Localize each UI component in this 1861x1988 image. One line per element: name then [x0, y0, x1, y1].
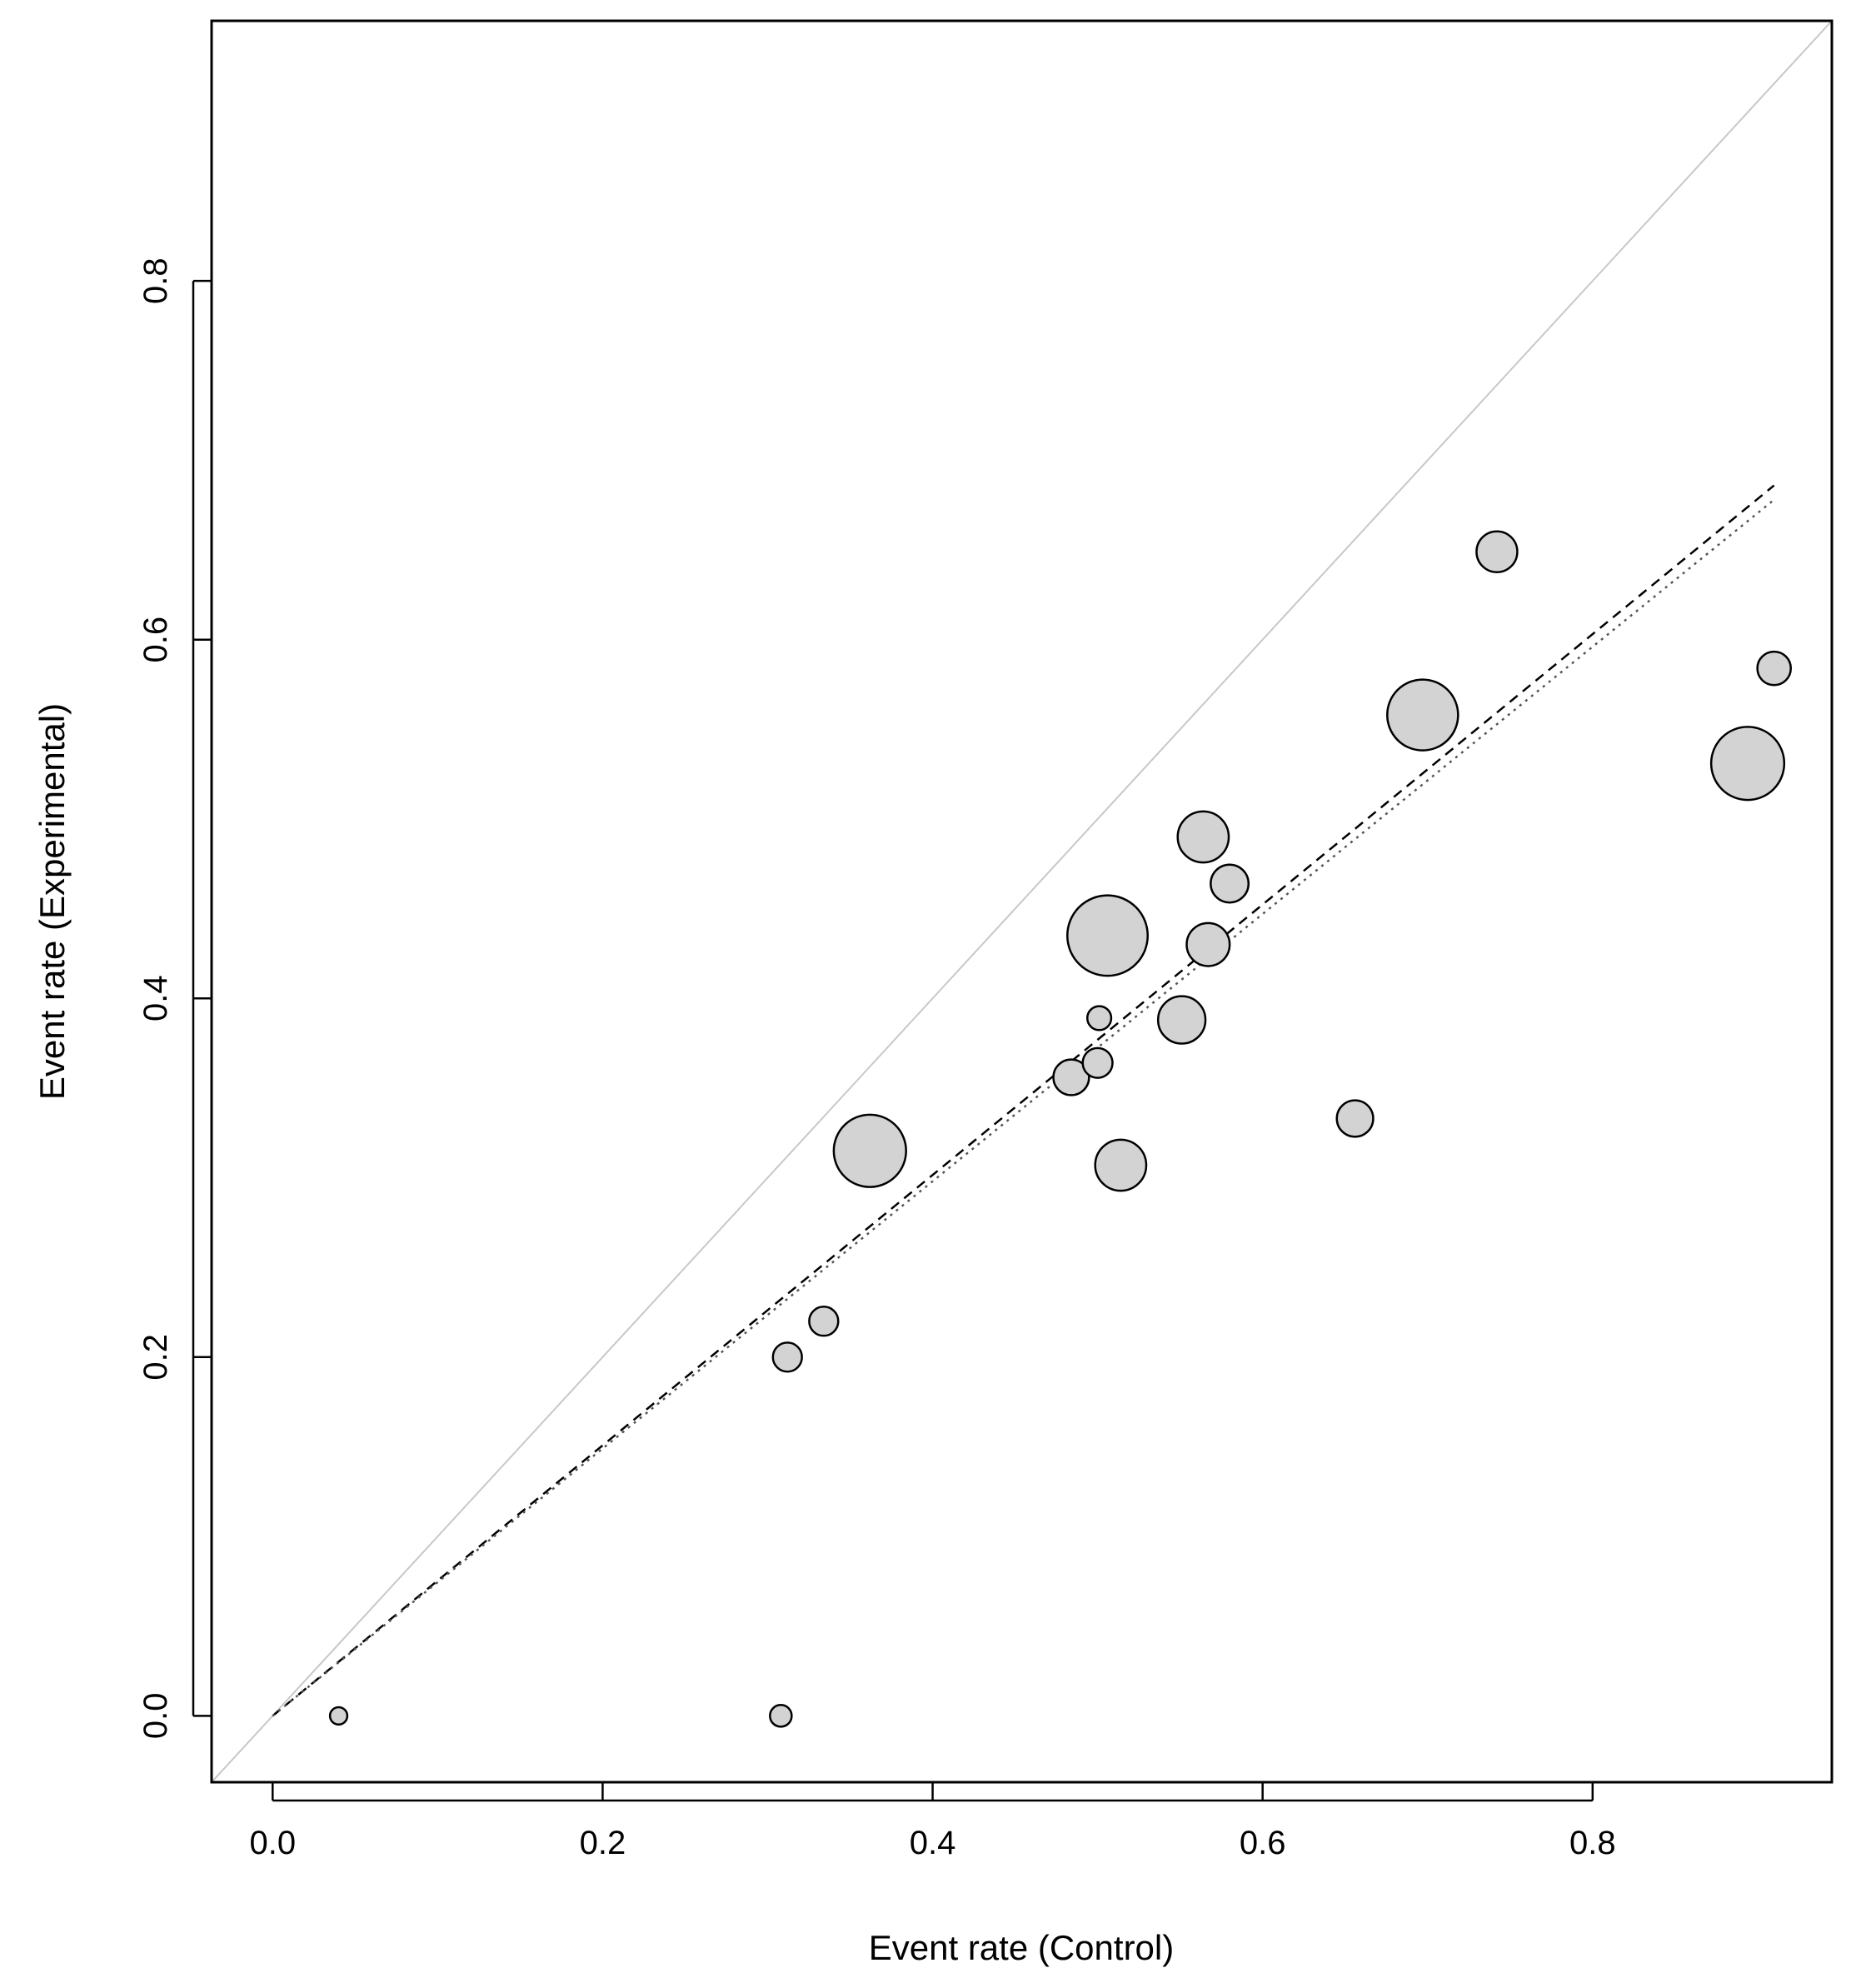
y-tick-label: 0.6 [137, 617, 174, 663]
data-point [771, 1341, 803, 1373]
data-point [1176, 810, 1230, 864]
x-tick-label: 0.4 [910, 1825, 956, 1861]
y-tick-label: 0.8 [137, 257, 174, 304]
x-tick-label: 0.2 [580, 1825, 626, 1861]
y-axis-ticks: 0.0 0.2 0.4 0.6 0.8 [137, 257, 212, 1739]
data-point [769, 1704, 793, 1728]
plot-frame [210, 19, 1834, 1784]
x-axis-label: Event rate (Control) [869, 1928, 1174, 1967]
reference-lines [212, 21, 1832, 1782]
x-axis-ticks: 0.0 0.2 0.4 0.6 0.8 [249, 1782, 1616, 1861]
data-point [1386, 678, 1459, 752]
data-point [1085, 1005, 1113, 1031]
y-axis-label: Event rate (Experimental) [32, 703, 72, 1100]
data-point [328, 1706, 349, 1726]
data-point [808, 1306, 840, 1337]
x-tick-label: 0.8 [1569, 1825, 1616, 1861]
data-point [1709, 726, 1786, 802]
dotted-line [272, 498, 1775, 1717]
y-tick-label: 0.4 [137, 975, 174, 1021]
x-tick-label: 0.6 [1240, 1825, 1286, 1861]
data-point [1066, 894, 1149, 977]
bubbles [328, 530, 1793, 1728]
data-point [1756, 650, 1793, 687]
y-tick-label: 0.0 [137, 1693, 174, 1740]
dashed-line [272, 484, 1775, 1717]
data-point [1156, 995, 1207, 1045]
data-point [1185, 922, 1231, 967]
x-tick-label: 0.0 [249, 1825, 296, 1861]
data-point [1081, 1046, 1114, 1079]
data-point [1335, 1099, 1375, 1138]
solid-line [212, 21, 1832, 1782]
data-point [1210, 863, 1250, 904]
data-point [1475, 530, 1519, 573]
y-tick-label: 0.2 [137, 1334, 174, 1381]
data-point [1052, 1058, 1090, 1096]
data-point [832, 1113, 907, 1188]
data-point [1094, 1138, 1148, 1192]
